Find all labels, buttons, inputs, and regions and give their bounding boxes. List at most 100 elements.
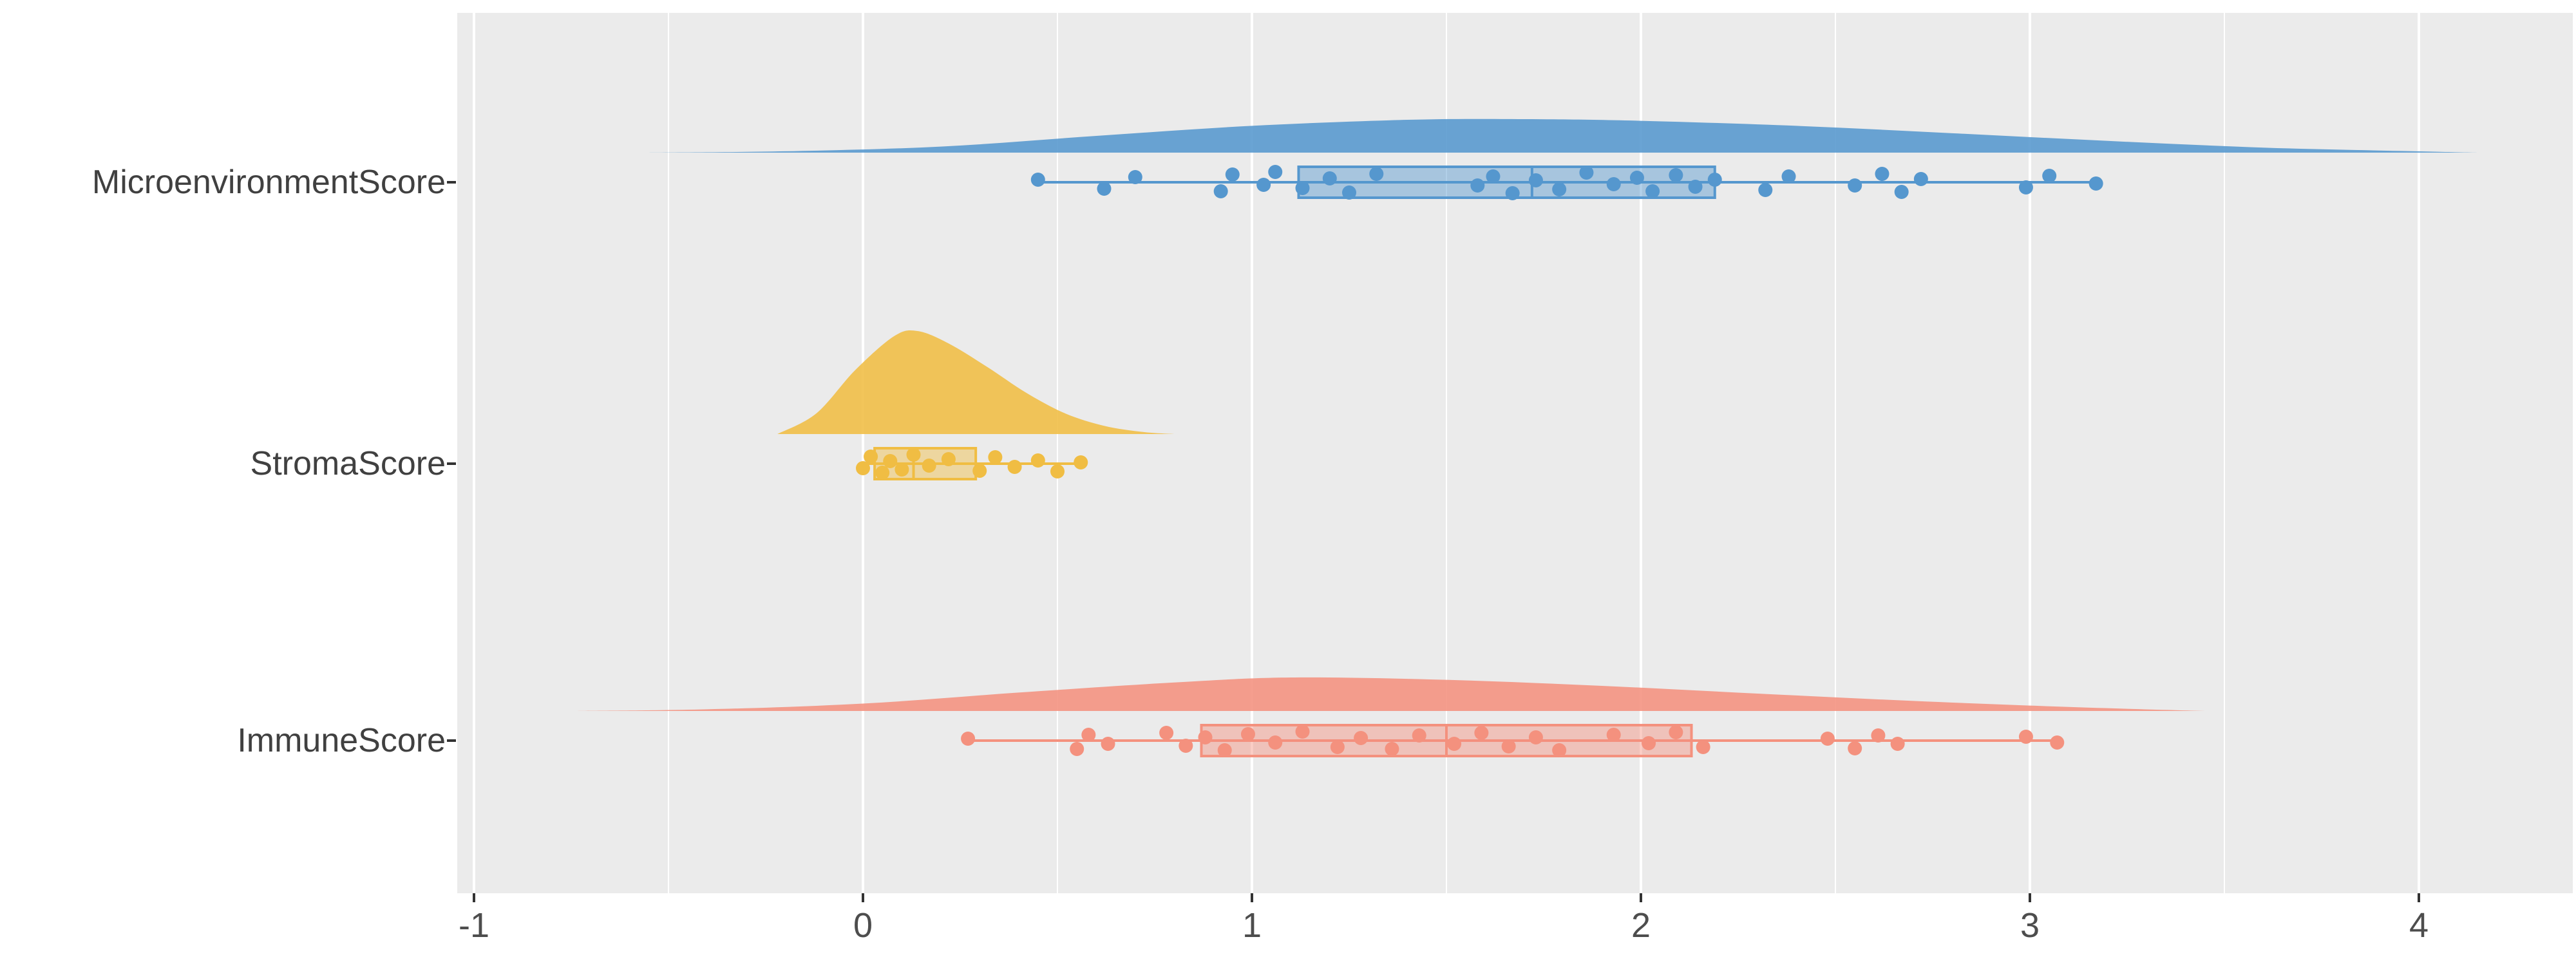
y-axis-tick [447, 739, 456, 742]
plot-panel [457, 13, 2573, 893]
data-point-StromaScore [1007, 460, 1022, 474]
data-point-MicroenvironmentScore [1030, 173, 1045, 187]
x-axis-tick-label: 0 [853, 906, 873, 945]
data-point-MicroenvironmentScore [1669, 168, 1683, 182]
density-MicroenvironmentScore [649, 118, 2477, 153]
data-point-StromaScore [864, 450, 878, 464]
data-point-MicroenvironmentScore [1342, 185, 1356, 200]
data-point-ImmuneScore [1606, 728, 1621, 742]
data-point-ImmuneScore [1501, 739, 1516, 753]
data-point-MicroenvironmentScore [1707, 173, 1722, 187]
x-axis-tick [473, 893, 475, 902]
data-point-MicroenvironmentScore [1505, 186, 1520, 200]
data-point-MicroenvironmentScore [1268, 165, 1283, 179]
data-point-MicroenvironmentScore [1486, 169, 1501, 184]
data-point-MicroenvironmentScore [1225, 167, 1240, 182]
data-point-StromaScore [1074, 455, 1088, 469]
data-point-MicroenvironmentScore [1913, 172, 1928, 186]
data-point-MicroenvironmentScore [1894, 185, 1909, 199]
data-point-ImmuneScore [1330, 740, 1345, 754]
data-point-StromaScore [895, 462, 909, 477]
data-point-ImmuneScore [1642, 736, 1656, 750]
data-point-ImmuneScore [1268, 735, 1283, 750]
data-point-ImmuneScore [1070, 742, 1084, 756]
data-point-ImmuneScore [1848, 741, 1862, 755]
data-point-ImmuneScore [1198, 730, 1213, 744]
data-point-StromaScore [922, 459, 936, 473]
data-point-MicroenvironmentScore [1470, 178, 1485, 193]
data-point-ImmuneScore [1101, 737, 1115, 751]
data-point-MicroenvironmentScore [1875, 167, 1889, 181]
data-point-ImmuneScore [1179, 739, 1193, 753]
y-axis-tick [447, 462, 456, 465]
data-point-ImmuneScore [1385, 742, 1399, 756]
data-point-MicroenvironmentScore [1256, 178, 1271, 192]
x-axis-tick-label: 4 [2409, 906, 2429, 945]
x-axis-tick-label: 3 [2020, 906, 2040, 945]
data-point-ImmuneScore [1240, 727, 1255, 741]
density-StromaScore [777, 330, 1175, 434]
data-point-ImmuneScore [1447, 737, 1462, 751]
data-point-ImmuneScore [1528, 730, 1543, 744]
data-point-MicroenvironmentScore [1322, 171, 1337, 185]
data-point-MicroenvironmentScore [1579, 166, 1594, 180]
data-point-MicroenvironmentScore [1528, 173, 1543, 187]
data-point-MicroenvironmentScore [1781, 169, 1796, 184]
x-axis-tick [862, 893, 864, 902]
x-axis-tick [1640, 893, 1642, 902]
data-point-MicroenvironmentScore [1645, 184, 1660, 198]
data-point-ImmuneScore [1081, 728, 1096, 742]
data-point-ImmuneScore [2018, 730, 2033, 744]
data-point-StromaScore [941, 452, 956, 466]
x-axis-tick-label: 1 [1242, 906, 1262, 945]
data-point-MicroenvironmentScore [1606, 177, 1621, 191]
data-point-MicroenvironmentScore [1128, 170, 1142, 184]
data-point-ImmuneScore [2050, 735, 2065, 750]
data-point-ImmuneScore [961, 732, 976, 746]
x-axis-tick [2418, 893, 2420, 902]
data-point-ImmuneScore [1354, 731, 1368, 745]
y-axis-tick [447, 181, 456, 184]
y-axis-label-ImmuneScore: ImmuneScore [237, 722, 446, 759]
data-point-MicroenvironmentScore [2042, 169, 2057, 183]
x-axis-tick-label: -1 [458, 906, 489, 945]
data-point-MicroenvironmentScore [1295, 181, 1310, 195]
data-point-ImmuneScore [1295, 724, 1310, 739]
data-point-MicroenvironmentScore [1097, 182, 1112, 196]
density-ImmuneScore [571, 677, 2205, 711]
data-point-MicroenvironmentScore [2088, 176, 2103, 191]
data-point-StromaScore [1030, 453, 1045, 468]
data-point-MicroenvironmentScore [1848, 178, 1862, 193]
data-point-StromaScore [906, 448, 921, 462]
data-point-StromaScore [856, 461, 870, 475]
data-point-MicroenvironmentScore [1552, 182, 1567, 196]
data-point-MicroenvironmentScore [2018, 180, 2033, 194]
data-point-ImmuneScore [1696, 740, 1710, 754]
x-axis-tick [1251, 893, 1253, 902]
data-point-StromaScore [875, 466, 890, 480]
data-point-ImmuneScore [1890, 737, 1905, 751]
data-point-ImmuneScore [1871, 728, 1886, 743]
data-point-ImmuneScore [1412, 728, 1426, 743]
data-point-ImmuneScore [1159, 726, 1174, 740]
x-axis-tick [2029, 893, 2031, 902]
x-axis-tick-label: 2 [1631, 906, 1651, 945]
data-point-MicroenvironmentScore [1629, 171, 1644, 185]
data-point-ImmuneScore [1552, 743, 1567, 757]
data-point-StromaScore [883, 454, 898, 468]
data-point-ImmuneScore [1474, 726, 1489, 740]
data-point-ImmuneScore [1217, 743, 1232, 757]
data-point-MicroenvironmentScore [1213, 184, 1228, 198]
y-axis-label-MicroenvironmentScore: MicroenvironmentScore [91, 164, 446, 201]
y-axis-label-StromaScore: StromaScore [250, 445, 446, 482]
plot-canvas [473, 13, 2477, 893]
data-point-ImmuneScore [1669, 725, 1683, 739]
data-point-StromaScore [972, 464, 987, 478]
data-point-MicroenvironmentScore [1758, 183, 1773, 197]
data-point-StromaScore [988, 450, 1003, 464]
data-point-StromaScore [1050, 464, 1065, 478]
data-point-ImmuneScore [1820, 732, 1835, 746]
data-point-MicroenvironmentScore [1688, 180, 1703, 194]
data-point-MicroenvironmentScore [1369, 167, 1384, 181]
